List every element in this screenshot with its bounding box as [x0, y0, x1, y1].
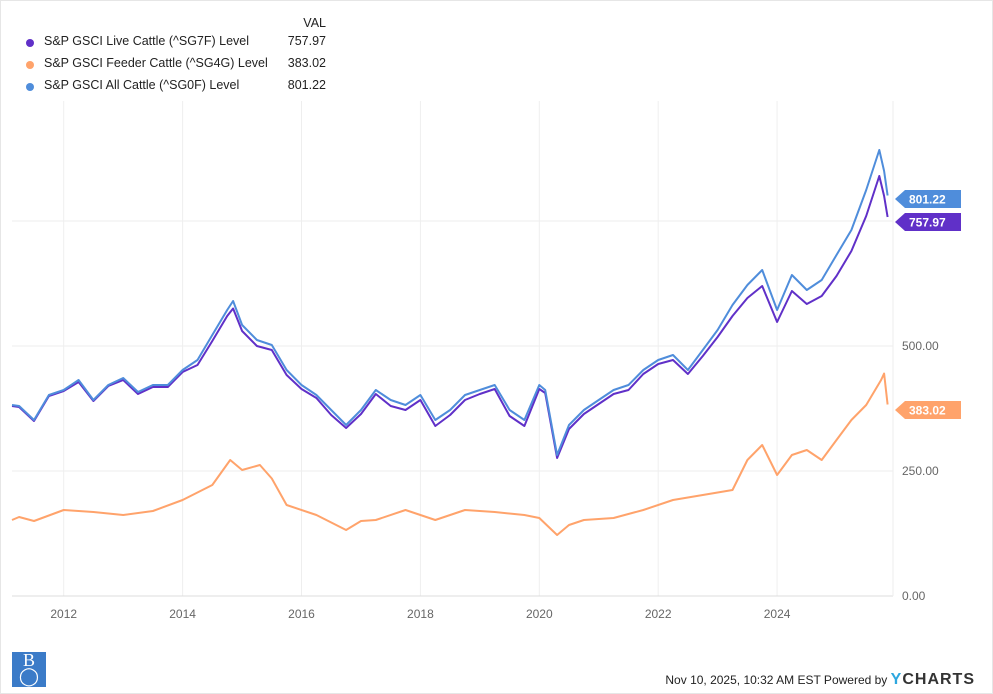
brand-logo: B ◯ — [12, 651, 46, 687]
end-value-label: 801.22 — [909, 193, 946, 207]
legend-value: 801.22 — [287, 78, 326, 92]
legend-value: 757.97 — [287, 34, 326, 48]
x-tick-label: 2012 — [50, 607, 77, 621]
x-tick-label: 2024 — [764, 607, 791, 621]
series-dot-icon — [26, 39, 34, 47]
x-tick-label: 2018 — [407, 607, 434, 621]
end-value-tag — [895, 190, 961, 208]
x-tick-label: 2016 — [288, 607, 315, 621]
y-tick-label: 0.00 — [902, 589, 926, 603]
legend-value: 383.02 — [287, 56, 326, 70]
x-tick-label: 2014 — [169, 607, 196, 621]
series-dot-icon — [26, 61, 34, 69]
footer: Nov 10, 2025, 10:32 AM EST Powered by YC… — [665, 671, 975, 689]
legend-label: S&P GSCI Live Cattle (^SG7F) Level — [44, 34, 250, 48]
legend-label: S&P GSCI All Cattle (^SG0F) Level — [44, 78, 240, 92]
y-tick-label: 250.00 — [902, 464, 939, 478]
end-value-label: 383.02 — [909, 404, 946, 418]
legend-header: VAL — [303, 16, 326, 30]
series-line-1 — [11, 372, 889, 536]
x-tick-label: 2020 — [526, 607, 553, 621]
series-line-0 — [11, 175, 889, 459]
timestamp: Nov 10, 2025, 10:32 AM EST Powered by — [665, 673, 888, 687]
series-line-2 — [11, 149, 889, 456]
ycharts-logo[interactable]: YCHARTS — [890, 671, 975, 688]
x-tick-label: 2022 — [645, 607, 672, 621]
series-dot-icon — [26, 83, 34, 91]
end-value-tag — [895, 401, 961, 419]
legend-label: S&P GSCI Feeder Cattle (^SG4G) Level — [44, 56, 268, 70]
end-value-tag — [895, 213, 961, 231]
y-tick-label: 500.00 — [902, 339, 939, 353]
end-value-label: 757.97 — [909, 216, 946, 230]
